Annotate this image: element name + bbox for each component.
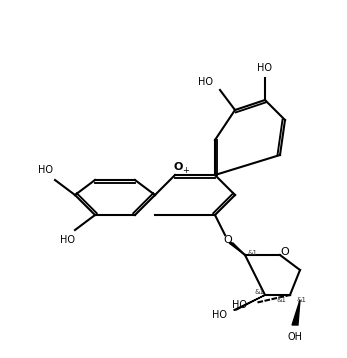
Text: &1: &1 xyxy=(255,289,265,295)
Text: HO: HO xyxy=(198,77,213,87)
Text: &1: &1 xyxy=(248,250,258,256)
Polygon shape xyxy=(234,295,265,310)
Text: OH: OH xyxy=(288,332,303,342)
Text: HO: HO xyxy=(232,300,247,310)
Polygon shape xyxy=(292,300,300,325)
Text: &1: &1 xyxy=(297,297,307,303)
Polygon shape xyxy=(229,243,245,255)
Text: HO: HO xyxy=(257,63,272,73)
Text: &1: &1 xyxy=(277,297,287,303)
Text: HO: HO xyxy=(59,235,75,245)
Text: O: O xyxy=(281,247,289,257)
Text: HO: HO xyxy=(37,165,52,175)
Text: +: + xyxy=(183,165,189,174)
Text: O: O xyxy=(173,162,183,172)
Text: HO: HO xyxy=(212,310,228,320)
Text: O: O xyxy=(223,235,232,245)
